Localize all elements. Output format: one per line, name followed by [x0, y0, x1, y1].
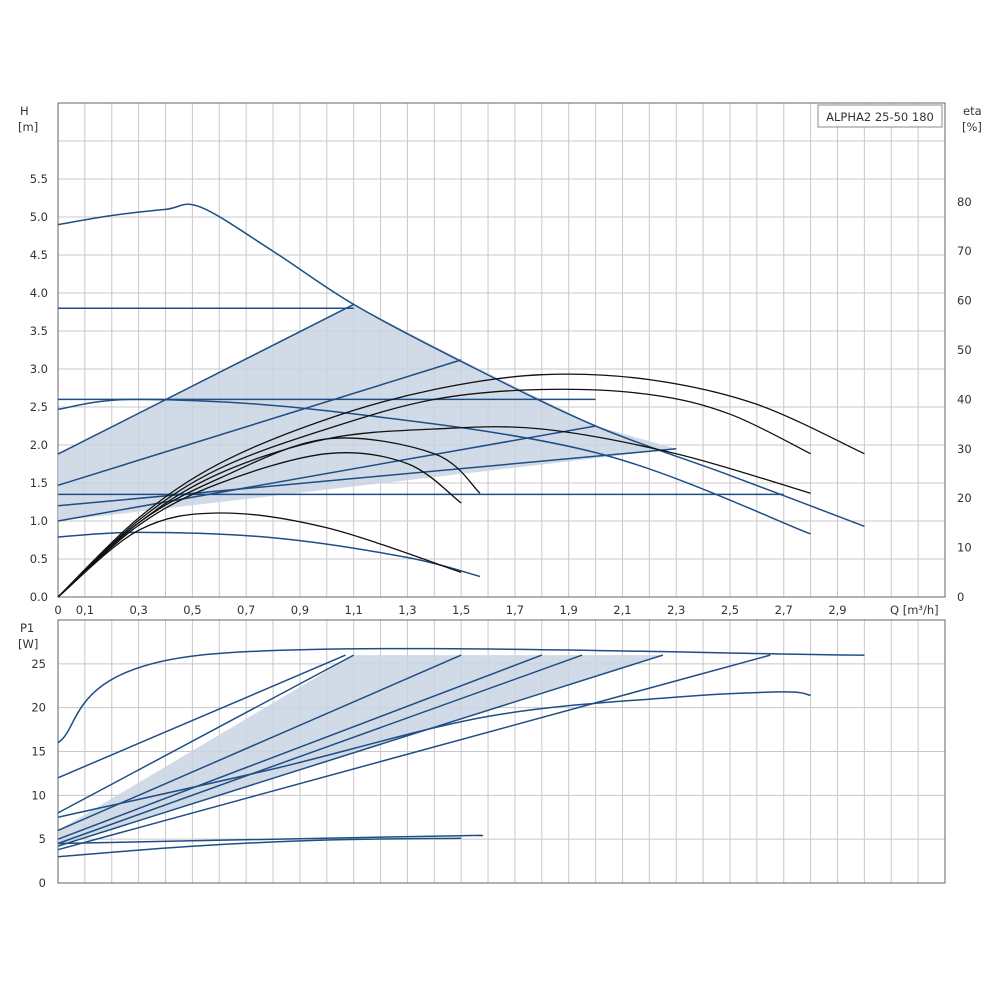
- power-curve: [57, 654, 462, 832]
- q-tick-label: 1,3: [398, 603, 416, 617]
- h-axis-label: H: [20, 104, 29, 118]
- h-tick-label: 0.5: [30, 552, 48, 566]
- q-tick-label: 0,3: [129, 603, 147, 617]
- model-title: ALPHA2 25-50 180: [826, 110, 934, 124]
- eta-tick-label: 50: [957, 343, 972, 357]
- p1-tick-label: 5: [39, 832, 46, 846]
- p1-axis-label: P1: [20, 621, 34, 635]
- eta-tick-label: 80: [957, 195, 972, 209]
- h-tick-label: 2.0: [30, 438, 48, 452]
- q-tick-label: 2,9: [828, 603, 846, 617]
- power-chart-plot-frame: [57, 619, 946, 884]
- power-curve: [57, 654, 543, 840]
- power-curve: [57, 654, 346, 779]
- head-chart-grid: [57, 102, 946, 598]
- h-axis-unit: [m]: [18, 120, 38, 134]
- eta-axis-label: eta: [963, 104, 982, 118]
- head-curve: [57, 203, 865, 528]
- q-tick-label: 2,1: [613, 603, 631, 617]
- q-axis-label: Q [m³/h]: [890, 603, 939, 617]
- power-curve: [57, 647, 865, 744]
- eta-tick-label: 20: [957, 491, 972, 505]
- p1-tick-label: 15: [31, 745, 46, 759]
- q-tick-label: 1,9: [560, 603, 578, 617]
- head-chart-plot-frame: [57, 102, 946, 598]
- h-tick-label: 5.0: [30, 210, 48, 224]
- q-tick-label: 2,7: [775, 603, 793, 617]
- power-curve: [57, 834, 484, 845]
- head-curve: [57, 425, 596, 522]
- eta-tick-label: 70: [957, 244, 972, 258]
- q-tick-label: 0,9: [291, 603, 309, 617]
- power-curve: [57, 654, 583, 845]
- head-curve: [57, 448, 677, 507]
- h-tick-label: 4.5: [30, 248, 48, 262]
- q-tick-label: 0,5: [183, 603, 201, 617]
- efficiency-curve: [57, 373, 865, 598]
- head-curve: [57, 359, 462, 487]
- p1-tick-label: 0: [39, 876, 46, 890]
- power-curve: [57, 654, 664, 847]
- h-tick-label: 0.0: [30, 590, 48, 604]
- power-curve: [57, 654, 355, 814]
- h-tick-label: 5.5: [30, 172, 48, 186]
- h-tick-label: 1.0: [30, 514, 48, 528]
- p1-tick-label: 20: [31, 701, 46, 715]
- power-curve: [57, 654, 771, 851]
- efficiency-curve: [57, 388, 811, 598]
- q-tick-label: 0,1: [76, 603, 94, 617]
- h-tick-label: 2.5: [30, 400, 48, 414]
- q-tick-label: 0: [54, 603, 61, 617]
- p1-tick-label: 10: [31, 788, 46, 802]
- model-title-box: ALPHA2 25-50 180: [817, 104, 943, 128]
- power-curve: [57, 691, 811, 819]
- head-curve: [57, 531, 481, 578]
- efficiency-curve: [57, 437, 481, 598]
- eta-tick-label: 30: [957, 442, 972, 456]
- efficiency-curve: [57, 512, 462, 598]
- eta-tick-label: 0: [957, 590, 964, 604]
- head-curve: [57, 303, 355, 455]
- power-curve: [57, 837, 462, 858]
- p1-tick-label: 25: [31, 657, 46, 671]
- q-tick-label: 1,7: [506, 603, 524, 617]
- efficiency-curve: [57, 452, 462, 598]
- h-tick-label: 3.5: [30, 324, 48, 338]
- eta-axis-unit: [%]: [962, 120, 982, 134]
- q-tick-label: 1,5: [452, 603, 470, 617]
- p1-axis-unit: [W]: [18, 637, 38, 651]
- q-tick-label: 2,3: [667, 603, 685, 617]
- eta-tick-label: 10: [957, 541, 972, 555]
- q-tick-label: 2,5: [721, 603, 739, 617]
- h-tick-label: 1.5: [30, 476, 48, 490]
- head-shaded-region: [58, 304, 677, 521]
- eta-tick-label: 40: [957, 392, 972, 406]
- q-tick-label: 0,7: [237, 603, 255, 617]
- h-tick-label: 3.0: [30, 362, 48, 376]
- model-title-frame: [817, 104, 943, 128]
- q-tick-label: 1,1: [345, 603, 363, 617]
- eta-tick-label: 60: [957, 294, 972, 308]
- h-tick-label: 4.0: [30, 286, 48, 300]
- head-curve: [57, 398, 811, 535]
